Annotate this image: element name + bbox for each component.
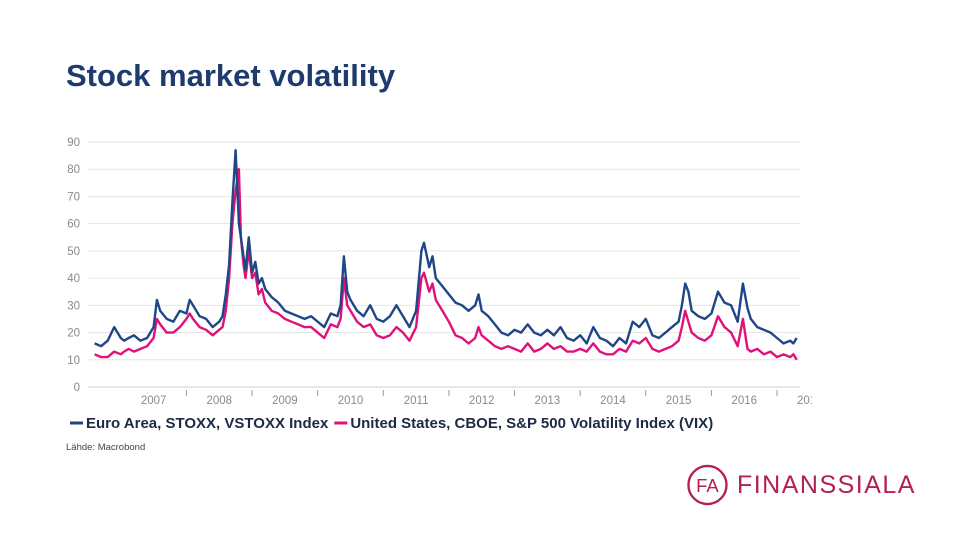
x-tick-label: 2007 [141,395,167,407]
x-tick-label: 2009 [272,395,298,407]
series-line-vix [94,168,798,361]
y-tick-label: 20 [67,328,80,340]
finanssiala-logo: FA FINANSSIALA [686,460,916,510]
x-tick-label: 2016 [731,395,757,407]
legend-label: Euro Area, STOXX, VSTOXX Index [86,415,329,432]
y-axis-ticks: 0 10 20 30 40 50 60 70 80 90 [67,137,80,394]
x-tick-label: 2011 [404,395,429,407]
fa-monogram-icon: FA [687,464,728,506]
x-tick-label: 2013 [535,395,561,407]
legend-label: United States, CBOE, S&P 500 Volatility … [350,415,713,432]
x-tick-label: 2014 [600,395,626,407]
chart-series [94,149,798,361]
y-tick-label: 90 [67,137,80,149]
y-tick-label: 60 [67,219,80,231]
y-tick-label: 80 [67,164,80,176]
y-tick-label: 40 [67,273,80,285]
volatility-line-chart: 0 10 20 30 40 50 60 70 80 90 2007 2008 2009 2010 2011… [66,137,812,453]
x-tick-label: 2012 [469,395,495,407]
series-line-stoxx [94,149,798,348]
chart-gridlines [88,141,800,388]
logo-monogram: FA [696,475,719,496]
y-tick-label: 0 [74,382,80,394]
x-tick-label: 2010 [338,395,364,407]
x-tick-label: 2015 [666,395,692,407]
slide-title: Stock market volatility [66,58,396,93]
logo-wordmark: FINANSSIALA [736,470,916,499]
y-tick-label: 10 [67,355,80,367]
x-tick-label: 2017 [797,395,812,407]
x-tick-label: 2008 [206,395,232,407]
y-tick-label: 50 [67,246,80,258]
chart-legend: Euro Area, STOXX, VSTOXX Index United Sta… [70,415,713,432]
x-axis-ticks: 2007 2008 2009 2010 2011 2012 2013 2014 2015 2016… [141,390,812,407]
source-note: Lähde: Macrobond [66,442,145,453]
y-tick-label: 30 [67,300,80,312]
y-tick-label: 70 [67,191,80,203]
